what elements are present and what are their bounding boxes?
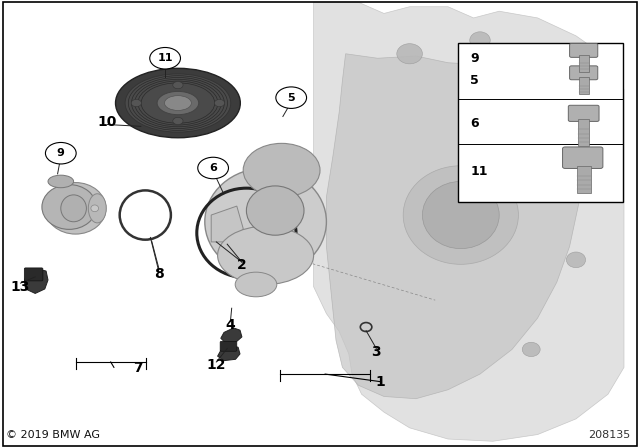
Circle shape bbox=[173, 117, 183, 125]
Circle shape bbox=[173, 82, 183, 89]
Ellipse shape bbox=[157, 91, 199, 115]
Ellipse shape bbox=[218, 226, 314, 284]
Ellipse shape bbox=[397, 43, 422, 64]
Ellipse shape bbox=[243, 143, 320, 197]
Text: 5: 5 bbox=[287, 93, 295, 103]
Polygon shape bbox=[326, 54, 582, 399]
Text: 8: 8 bbox=[154, 267, 164, 281]
Ellipse shape bbox=[88, 194, 106, 223]
Text: 13: 13 bbox=[11, 280, 30, 294]
FancyBboxPatch shape bbox=[570, 66, 598, 80]
Text: 9: 9 bbox=[57, 148, 65, 158]
Text: 9: 9 bbox=[470, 52, 479, 65]
Circle shape bbox=[198, 157, 228, 179]
Circle shape bbox=[45, 142, 76, 164]
Circle shape bbox=[214, 99, 225, 107]
Polygon shape bbox=[314, 2, 624, 441]
Ellipse shape bbox=[42, 185, 97, 229]
Circle shape bbox=[131, 99, 141, 107]
Circle shape bbox=[276, 87, 307, 108]
Text: 2: 2 bbox=[237, 258, 247, 272]
Bar bbox=[577, 166, 591, 193]
Ellipse shape bbox=[125, 74, 231, 132]
Polygon shape bbox=[211, 206, 243, 242]
FancyBboxPatch shape bbox=[570, 43, 598, 57]
Circle shape bbox=[150, 47, 180, 69]
Bar bbox=[579, 55, 589, 72]
Bar bbox=[578, 119, 589, 146]
Ellipse shape bbox=[116, 68, 241, 138]
Bar bbox=[579, 77, 589, 94]
Text: 1: 1 bbox=[376, 375, 386, 389]
Text: 6: 6 bbox=[470, 117, 479, 130]
Ellipse shape bbox=[522, 342, 540, 357]
Ellipse shape bbox=[539, 54, 562, 72]
Ellipse shape bbox=[48, 175, 74, 188]
Polygon shape bbox=[24, 269, 48, 293]
Text: 208135: 208135 bbox=[588, 430, 630, 440]
FancyBboxPatch shape bbox=[220, 341, 237, 351]
Ellipse shape bbox=[403, 166, 518, 264]
Ellipse shape bbox=[164, 96, 191, 111]
Text: 11: 11 bbox=[470, 164, 488, 178]
Text: 10: 10 bbox=[98, 115, 117, 129]
Text: © 2019 BMW AG: © 2019 BMW AG bbox=[6, 430, 100, 440]
Text: 7: 7 bbox=[132, 361, 143, 375]
Ellipse shape bbox=[580, 136, 598, 151]
FancyBboxPatch shape bbox=[568, 105, 599, 121]
Ellipse shape bbox=[422, 181, 499, 249]
Ellipse shape bbox=[205, 168, 326, 276]
Ellipse shape bbox=[470, 32, 490, 49]
Ellipse shape bbox=[91, 205, 99, 212]
Bar bbox=[458, 43, 623, 202]
Text: 4: 4 bbox=[225, 318, 236, 332]
Ellipse shape bbox=[566, 252, 586, 267]
Text: 6: 6 bbox=[209, 163, 217, 173]
Ellipse shape bbox=[236, 272, 277, 297]
Text: 5: 5 bbox=[470, 74, 479, 87]
Text: 11: 11 bbox=[157, 53, 173, 63]
Ellipse shape bbox=[61, 195, 86, 222]
FancyBboxPatch shape bbox=[563, 147, 603, 168]
Text: 3: 3 bbox=[371, 345, 381, 359]
Ellipse shape bbox=[45, 182, 106, 234]
Polygon shape bbox=[218, 346, 240, 361]
FancyBboxPatch shape bbox=[24, 268, 43, 281]
Text: 12: 12 bbox=[207, 358, 226, 372]
Ellipse shape bbox=[246, 186, 304, 235]
Polygon shape bbox=[221, 328, 242, 343]
